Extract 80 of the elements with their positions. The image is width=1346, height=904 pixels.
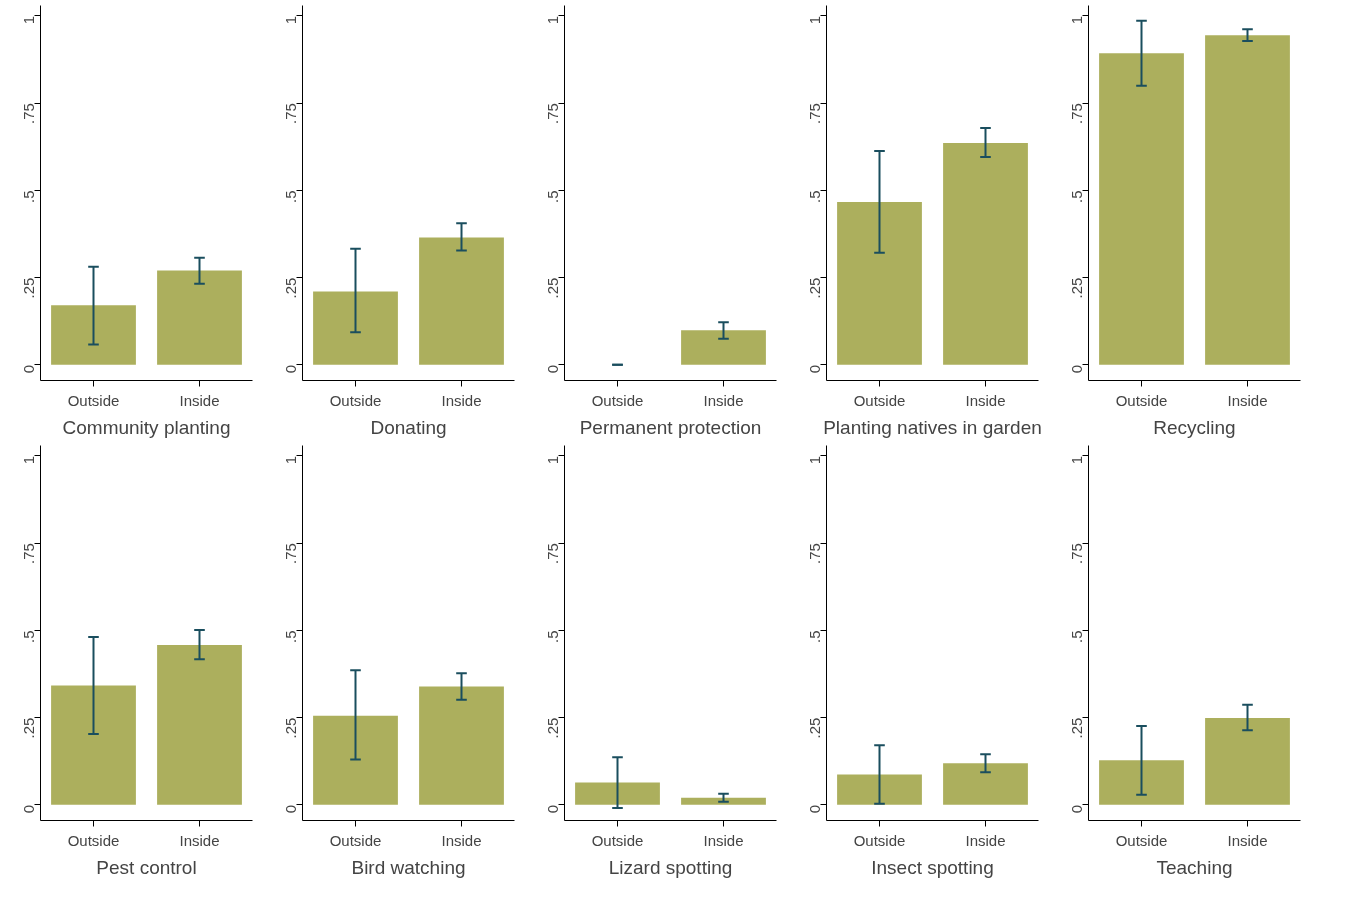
x-tick-label: Outside [67, 391, 120, 409]
x-tick-label: Inside [179, 391, 220, 409]
x-axis-title: Recycling [1153, 416, 1236, 438]
y-tick-label: .75 [806, 543, 824, 565]
y-tick-label: 0 [282, 804, 300, 814]
y-tick-label: 0 [282, 364, 300, 374]
x-axis-title: Teaching [1156, 856, 1233, 878]
y-tick-label: 1 [282, 455, 300, 465]
y-tick-label: .5 [806, 630, 824, 643]
x-tick-label: Inside [441, 831, 482, 849]
y-tick-label: .25 [282, 717, 300, 739]
x-tick-label: Inside [965, 831, 1006, 849]
x-axis-title: Community planting [62, 416, 231, 438]
x-tick-label: Inside [703, 391, 744, 409]
x-tick-label: Outside [591, 391, 644, 409]
x-tick-label: Inside [965, 391, 1006, 409]
x-tick-label: Inside [1227, 831, 1268, 849]
y-tick-label: 0 [20, 364, 38, 374]
y-tick-label: .25 [806, 277, 824, 299]
y-tick-label: .25 [20, 277, 38, 299]
x-tick-label: Outside [67, 831, 120, 849]
y-tick-label: .5 [1068, 190, 1086, 203]
x-tick-label: Inside [703, 831, 744, 849]
y-tick-label: .75 [282, 543, 300, 565]
y-tick-label: .75 [1068, 543, 1086, 565]
y-tick-label: .25 [1068, 717, 1086, 739]
y-tick-label: 1 [544, 15, 562, 25]
y-tick-label: 1 [282, 15, 300, 25]
y-tick-label: 1 [1068, 15, 1086, 25]
x-tick-label: Outside [1115, 391, 1168, 409]
x-axis-title: Bird watching [351, 856, 466, 878]
y-tick-label: 1 [806, 455, 824, 465]
y-tick-label: 0 [806, 364, 824, 374]
y-tick-label: .5 [20, 190, 38, 203]
y-tick-label: .75 [282, 103, 300, 125]
y-tick-label: .5 [20, 630, 38, 643]
y-tick-label: .5 [544, 630, 562, 643]
y-tick-label: .75 [1068, 103, 1086, 125]
y-tick-label: 0 [544, 804, 562, 814]
x-tick-label: Outside [1115, 831, 1168, 849]
y-tick-label: .25 [544, 277, 562, 299]
y-tick-label: .75 [20, 543, 38, 565]
y-tick-label: .25 [544, 717, 562, 739]
y-tick-label: 0 [1068, 364, 1086, 374]
y-tick-label: .25 [20, 717, 38, 739]
y-tick-label: .5 [282, 190, 300, 203]
x-tick-label: Outside [329, 831, 382, 849]
x-tick-label: Inside [179, 831, 220, 849]
y-tick-label: 1 [20, 15, 38, 25]
x-axis-title: Permanent protection [579, 416, 762, 438]
x-axis-title: Lizard spotting [608, 856, 733, 878]
y-tick-label: .5 [1068, 630, 1086, 643]
y-tick-label: .25 [1068, 277, 1086, 299]
y-tick-label: 1 [806, 15, 824, 25]
x-axis-title: Donating [370, 416, 447, 438]
y-tick-label: 0 [544, 364, 562, 374]
x-tick-label: Outside [853, 391, 906, 409]
y-tick-label: .25 [806, 717, 824, 739]
x-tick-label: Outside [853, 831, 906, 849]
y-tick-label: 1 [1068, 455, 1086, 465]
y-tick-label: 0 [806, 804, 824, 814]
y-tick-label: .75 [544, 543, 562, 565]
x-axis-title: Insect spotting [871, 856, 994, 878]
x-axis-title: Planting natives in garden [823, 416, 1042, 438]
y-tick-label: 1 [20, 455, 38, 465]
y-tick-label: 0 [1068, 804, 1086, 814]
x-tick-label: Inside [1227, 391, 1268, 409]
x-tick-label: Inside [441, 391, 482, 409]
y-tick-label: 0 [20, 804, 38, 814]
y-tick-label: .75 [544, 103, 562, 125]
y-tick-label: .75 [20, 103, 38, 125]
x-axis-title: Pest control [96, 856, 197, 878]
y-tick-label: 1 [544, 455, 562, 465]
x-tick-label: Outside [329, 391, 382, 409]
y-tick-label: .5 [806, 190, 824, 203]
y-tick-label: .5 [544, 190, 562, 203]
y-tick-label: .5 [282, 630, 300, 643]
y-tick-label: .25 [282, 277, 300, 299]
x-tick-label: Outside [591, 831, 644, 849]
y-tick-label: .75 [806, 103, 824, 125]
